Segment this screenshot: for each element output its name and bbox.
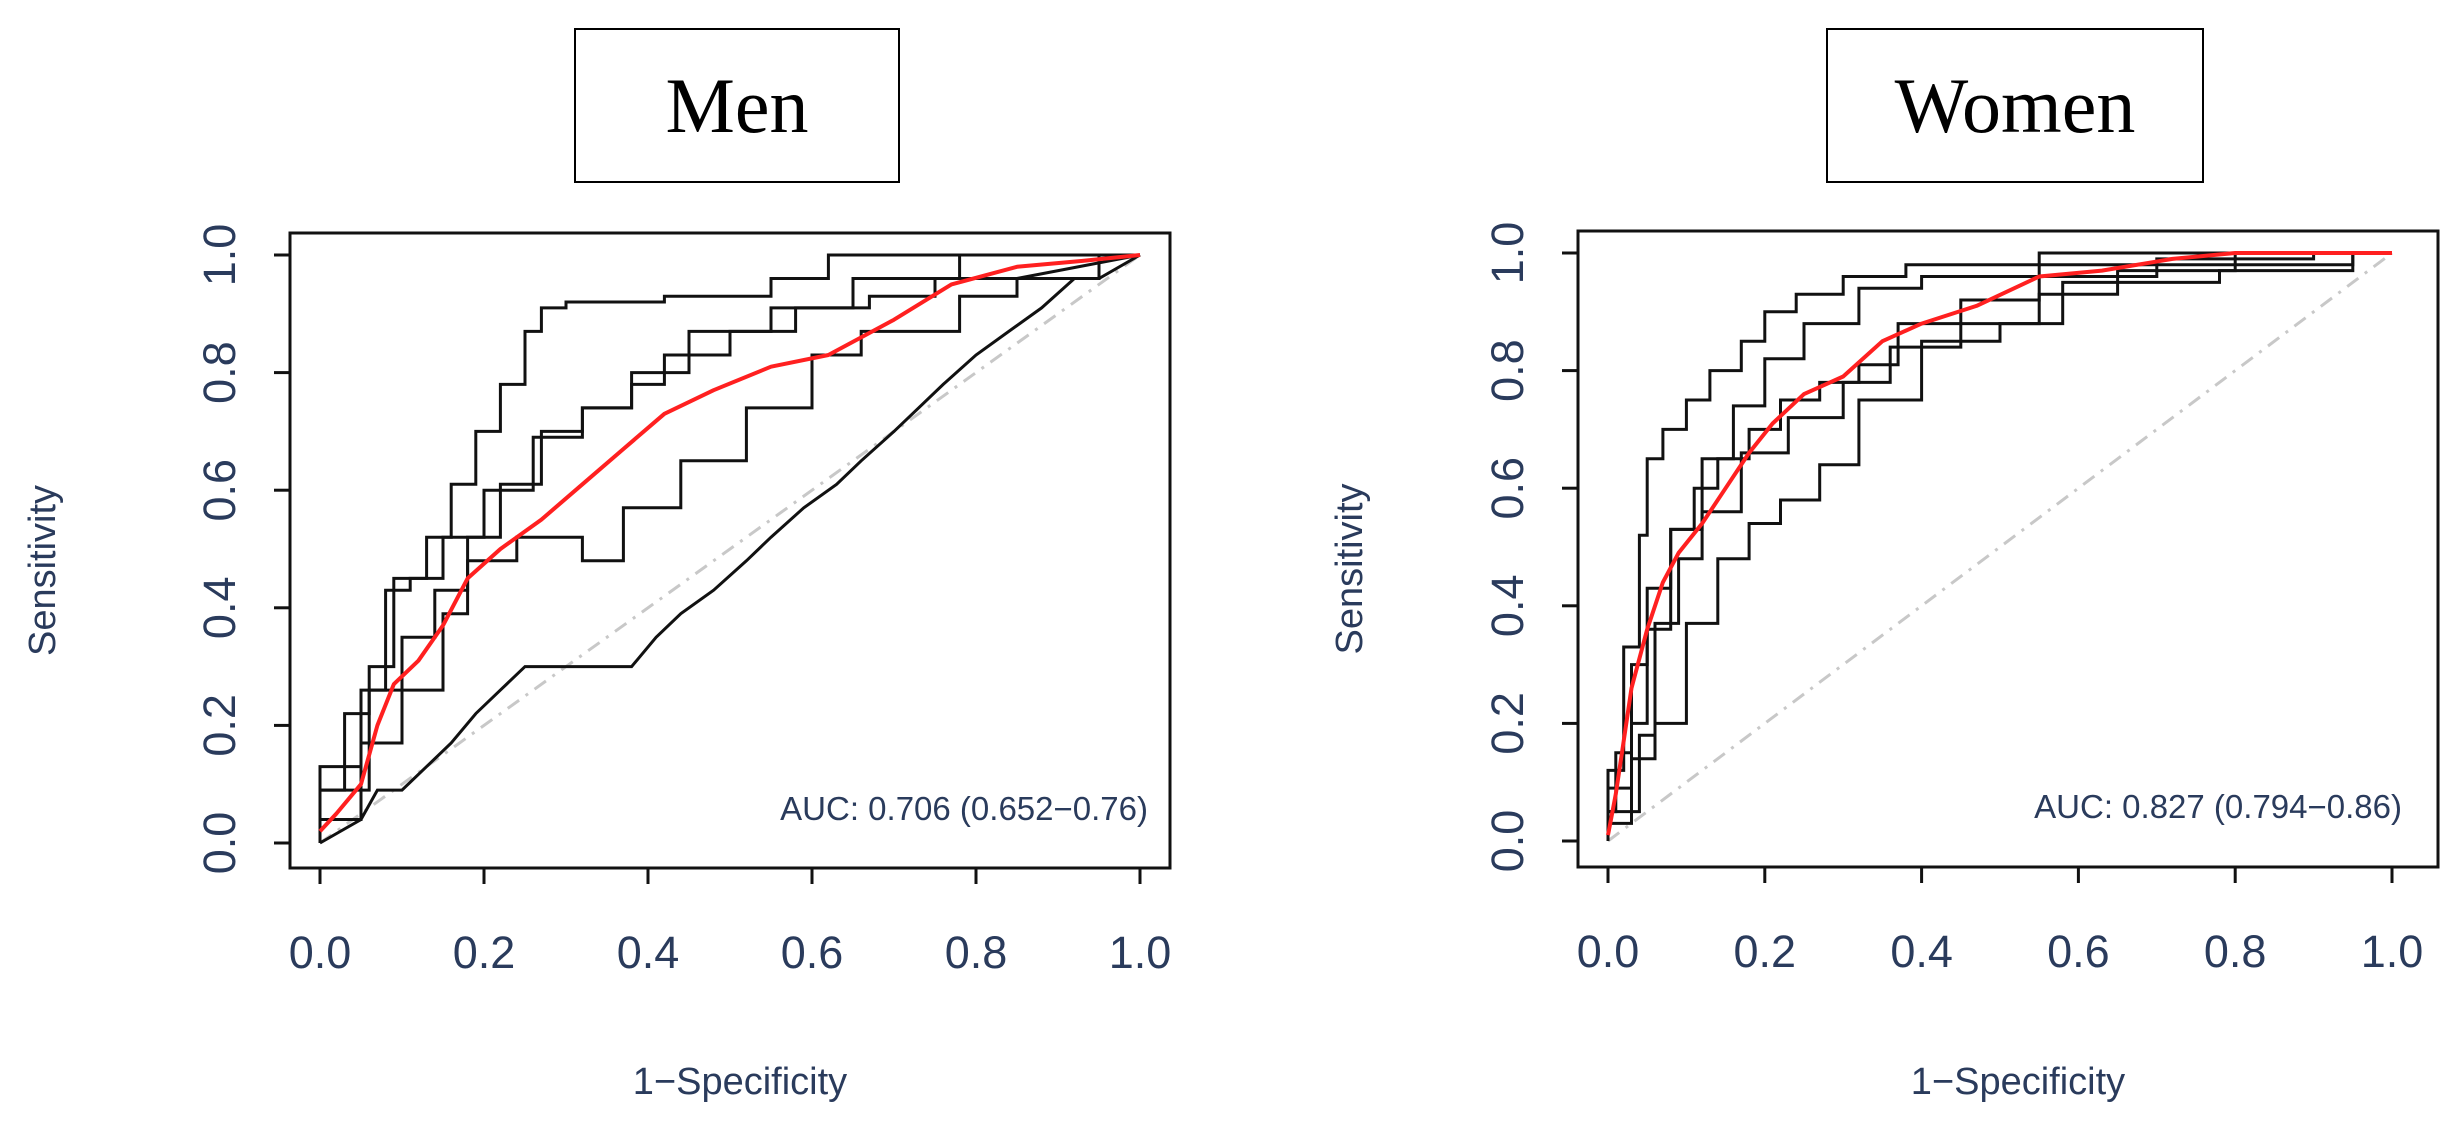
men-y-tick-label: 0.0 <box>194 812 245 875</box>
women-roc-fold-1 <box>1606 251 2392 841</box>
women-x-axis-label: 1−Specificity <box>1911 1061 2125 1103</box>
women-x-tick-label: 0.0 <box>1577 926 1640 977</box>
women-title: Women <box>1894 61 2136 149</box>
women-y-tick-label: 0.4 <box>1482 575 1533 638</box>
men-y-tick-label: 0.8 <box>194 341 245 404</box>
men-auc-label: AUC: 0.706 (0.652−0.76) <box>780 790 1148 827</box>
men-x-tick-label: 0.8 <box>945 927 1008 978</box>
men-title-box: Men <box>574 28 900 183</box>
men-x-axis-label: 1−Specificity <box>633 1061 847 1103</box>
women-y-tick-label: 0.6 <box>1482 457 1533 520</box>
men-x-tick-label: 0.2 <box>453 927 516 978</box>
women-plot-frame <box>1576 229 2440 869</box>
men-roc-fold-1 <box>318 253 1140 843</box>
men-roc-fold-4 <box>318 253 1141 843</box>
men-y-tick-label: 1.0 <box>194 224 245 287</box>
women-y-tick-label: 0.2 <box>1482 692 1533 755</box>
women-chance-line <box>1607 251 2393 843</box>
women-roc-fold-4 <box>1606 251 2392 841</box>
women-x-tick-label: 0.8 <box>2204 926 2267 977</box>
men-x-tick-label: 0.6 <box>781 927 844 978</box>
women-roc-plot: 0.0 0.2 0.4 0.6 0.8 1.0 0.0 0.2 0.4 0.6 0.8 1.0 1−Sp… <box>1329 222 2440 1103</box>
men-x-tick-label: 0.0 <box>289 927 352 978</box>
men-roc-mean <box>318 253 1141 833</box>
women-y-tick-label: 0.8 <box>1482 339 1533 402</box>
women-title-box: Women <box>1826 28 2204 183</box>
men-x-tick-label: 0.4 <box>617 927 680 978</box>
women-x-tick-label: 0.2 <box>1734 926 1797 977</box>
men-roc-fold-3 <box>318 253 1140 843</box>
men-y-axis-label: Sensitivity <box>22 485 64 656</box>
women-y-tick-label: 0.0 <box>1482 810 1533 873</box>
women-x-tick-label: 0.6 <box>2047 926 2110 977</box>
women-y-axis-label: Sensitivity <box>1329 483 1371 654</box>
women-x-tick-label: 1.0 <box>2361 926 2424 977</box>
men-plot-frame <box>288 231 1172 870</box>
men-roc-plot: 0.0 0.2 0.4 0.6 0.8 1.0 0.0 0.2 0.4 0.6 0.8 1.0 1−Sp… <box>22 224 1172 1103</box>
women-y-tick-label: 1.0 <box>1482 222 1533 285</box>
men-chance-line <box>319 253 1141 845</box>
men-title: Men <box>665 61 809 149</box>
men-roc-fold-2 <box>318 253 1140 843</box>
women-roc-mean <box>1606 251 2392 836</box>
women-roc-fold-2 <box>1606 251 2392 841</box>
men-y-tick-label: 0.2 <box>194 694 245 757</box>
men-x-tick-label: 1.0 <box>1109 927 1172 978</box>
women-x-tick-label: 0.4 <box>1890 926 1953 977</box>
women-auc-label: AUC: 0.827 (0.794−0.86) <box>2034 788 2402 825</box>
women-roc-fold-3 <box>1606 251 2392 841</box>
men-y-tick-label: 0.4 <box>194 577 245 640</box>
men-y-tick-label: 0.6 <box>194 459 245 522</box>
men-roc-fold-5 <box>319 253 1141 845</box>
